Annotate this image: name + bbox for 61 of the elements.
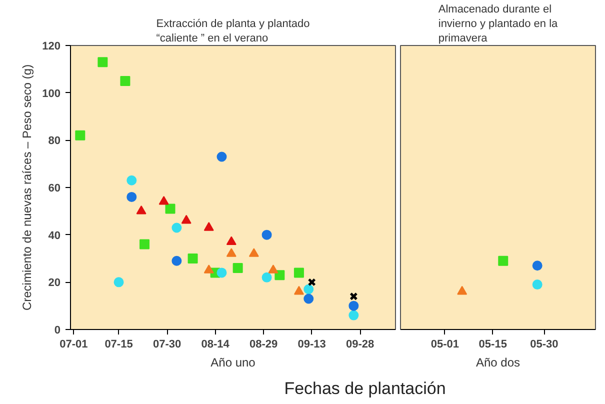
y-tick-label: 40 — [48, 230, 61, 242]
x-tick-label: 07-01 — [60, 338, 88, 350]
y-tick-label: 80 — [48, 135, 61, 148]
point — [188, 254, 198, 264]
y-tick-label: 20 — [48, 277, 61, 290]
point — [498, 256, 508, 266]
point — [181, 214, 192, 224]
y-axis-title: Crecimiento de nuevas raíces – Peso seco (g) — [20, 64, 34, 311]
point — [158, 196, 169, 205]
point — [348, 310, 359, 320]
x-tick-label: 05-15 — [478, 338, 507, 350]
point — [532, 280, 542, 290]
point — [114, 277, 124, 288]
point — [262, 230, 272, 240]
point — [126, 175, 137, 186]
y-tick-label: 60 — [48, 182, 61, 194]
x-tick-label: 09-13 — [298, 338, 326, 350]
x-tick-label: 08-29 — [250, 338, 278, 350]
point — [120, 76, 130, 86]
point — [348, 300, 359, 311]
x-axis-title: Año dos — [476, 356, 520, 370]
point — [172, 222, 182, 233]
point — [136, 205, 146, 214]
point — [226, 248, 236, 257]
point — [248, 248, 259, 257]
x-axis-title: Año uno — [210, 356, 256, 370]
y-tick-label: 0 — [54, 324, 61, 336]
x-tick-label: 05-30 — [530, 338, 558, 350]
point — [226, 236, 236, 246]
point — [457, 286, 468, 295]
text: Fechas de plantación — [284, 378, 446, 400]
point — [232, 262, 243, 273]
point — [532, 260, 542, 271]
point — [216, 152, 227, 162]
y-tick-label: 120 — [42, 40, 61, 52]
point — [294, 286, 304, 295]
x-tick-label: 07-15 — [104, 338, 133, 350]
point — [216, 268, 227, 278]
x-tick-label: 07-30 — [152, 338, 182, 350]
y-tick-label: 100 — [42, 88, 61, 100]
x-tick-label: 08-14 — [201, 338, 230, 350]
point — [268, 264, 278, 274]
point — [126, 192, 137, 202]
point — [172, 256, 182, 266]
point — [204, 264, 214, 274]
point — [304, 294, 314, 304]
point — [294, 268, 304, 278]
point — [140, 239, 150, 250]
point — [165, 204, 176, 214]
point — [308, 278, 316, 286]
chart-title: Almacenado durante el invierno y plantado en la primavera — [438, 4, 559, 44]
point — [304, 284, 314, 294]
x-tick-label: 05-01 — [430, 338, 460, 350]
x-tick-label: 09-28 — [346, 338, 374, 350]
point — [350, 292, 358, 300]
chart-title: Extracción de planta y plantado “caliente ” en el verano — [156, 18, 310, 44]
point — [75, 130, 86, 140]
point — [262, 272, 272, 282]
point — [274, 270, 285, 280]
point — [204, 222, 214, 231]
point — [98, 57, 108, 68]
